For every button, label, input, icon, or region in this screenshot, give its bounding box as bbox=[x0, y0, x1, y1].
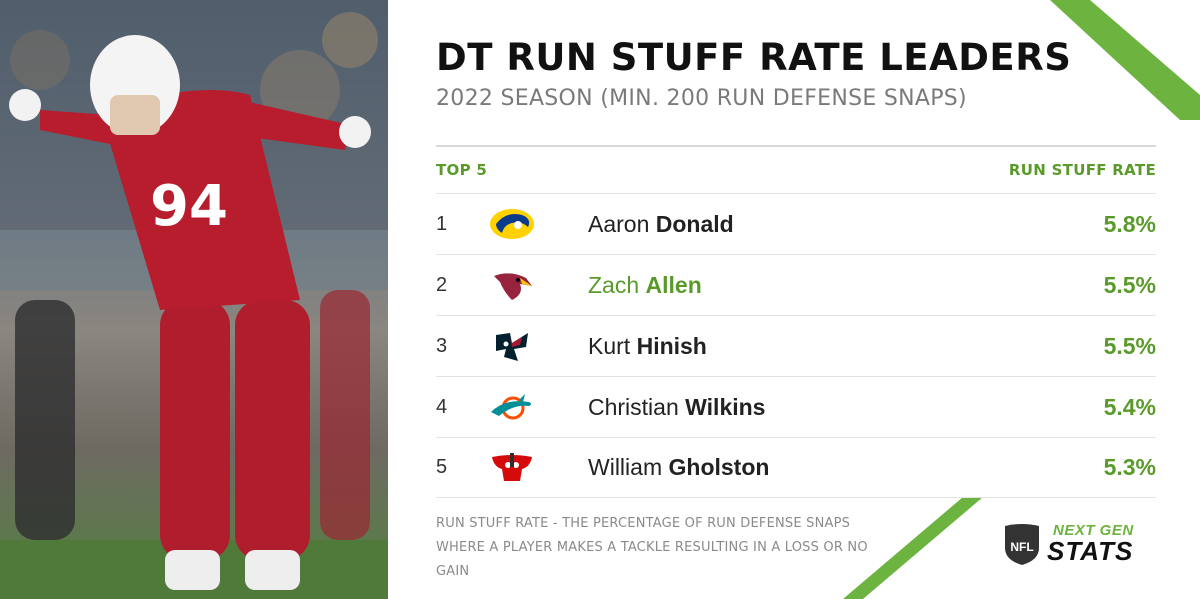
player-illustration: 94 bbox=[0, 0, 388, 599]
player-last-name: Hinish bbox=[636, 332, 707, 359]
rank: 2 bbox=[436, 273, 448, 296]
table-row: 1 Aaron Donald 5.8% bbox=[436, 193, 1156, 254]
run-stuff-rate: 5.5% bbox=[1103, 332, 1156, 359]
player-first-name: Aaron bbox=[588, 210, 650, 237]
definition-footnote: RUN STUFF RATE - THE PERCENTAGE OF RUN D… bbox=[436, 516, 868, 579]
run-stuff-rate: 5.4% bbox=[1103, 393, 1156, 420]
column-header-rate: RUN STUFF RATE bbox=[1008, 161, 1156, 179]
nfl-shield-icon: NFL bbox=[1005, 524, 1039, 565]
player-first-name: Kurt bbox=[588, 332, 631, 359]
stats-text: STATS bbox=[1047, 536, 1134, 566]
player-name: Aaron Donald bbox=[588, 211, 1036, 238]
dolphins-logo-icon bbox=[478, 387, 546, 427]
player-last-name: Allen bbox=[645, 271, 702, 298]
run-stuff-rate: 5.8% bbox=[1103, 210, 1156, 237]
next-gen-stats-logo: NFL NEXT GEN STATS bbox=[1003, 520, 1163, 570]
player-first-name: Zach bbox=[588, 271, 640, 298]
player-first-name: Christian bbox=[588, 393, 679, 420]
rank: 3 bbox=[436, 334, 448, 357]
next-gen-text: NEXT GEN bbox=[1053, 522, 1134, 539]
table-row: 3 Kurt Hinish 5.5% bbox=[436, 315, 1156, 376]
nfl-shield-text: NFL bbox=[1010, 540, 1033, 554]
page-title: DT RUN STUFF RATE LEADERS bbox=[436, 36, 1072, 79]
player-name: William Gholston bbox=[588, 454, 1036, 481]
table-row: 5 William Gholston 5.3% bbox=[436, 437, 1156, 498]
player-last-name: Wilkins bbox=[685, 393, 766, 420]
jersey-number: 94 bbox=[150, 174, 228, 239]
texans-logo-icon bbox=[478, 326, 546, 366]
rank: 5 bbox=[436, 456, 448, 478]
player-last-name: Donald bbox=[655, 210, 734, 237]
player-name: Christian Wilkins bbox=[588, 394, 1036, 421]
cardinals-logo-icon bbox=[478, 265, 546, 305]
player-last-name: Gholston bbox=[668, 454, 770, 480]
run-stuff-rate: 5.5% bbox=[1103, 271, 1156, 298]
player-photo: 94 bbox=[0, 0, 388, 599]
leaders-table: 1 Aaron Donald 5.8% 2 bbox=[436, 193, 1156, 498]
column-header-top5: TOP 5 bbox=[436, 161, 488, 179]
leaders-panel: DT RUN STUFF RATE LEADERS 2022 SEASON (M… bbox=[388, 0, 1200, 599]
table-row: 4 Christian Wilkins 5.4% bbox=[436, 376, 1156, 437]
rams-logo-icon bbox=[478, 204, 546, 244]
page-subtitle: 2022 SEASON (MIN. 200 RUN DEFENSE SNAPS) bbox=[436, 86, 967, 111]
table-row: 2 Zach Allen 5.5% bbox=[436, 254, 1156, 315]
rank: 4 bbox=[436, 395, 448, 418]
bottom-stripe bbox=[843, 497, 983, 599]
run-stuff-rate: 5.3% bbox=[1103, 454, 1156, 480]
corner-stripe bbox=[1050, 0, 1200, 120]
buccaneers-logo-icon bbox=[478, 448, 546, 488]
player-first-name: William bbox=[588, 454, 663, 480]
player-name: Kurt Hinish bbox=[588, 333, 1036, 360]
rank: 1 bbox=[436, 212, 448, 235]
player-name: Zach Allen bbox=[588, 272, 1036, 299]
table-divider bbox=[436, 145, 1156, 147]
